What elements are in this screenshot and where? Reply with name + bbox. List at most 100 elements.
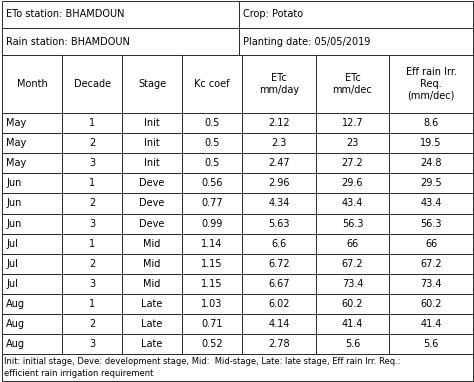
Text: 6.67: 6.67 xyxy=(268,279,290,289)
Text: Kc coef: Kc coef xyxy=(194,79,230,89)
Text: 6.02: 6.02 xyxy=(268,299,290,309)
Text: 2: 2 xyxy=(89,319,95,329)
Text: Jun: Jun xyxy=(6,178,21,188)
Text: 0.77: 0.77 xyxy=(201,199,223,209)
Text: 41.4: 41.4 xyxy=(420,319,442,329)
Text: Jun: Jun xyxy=(6,219,21,228)
Bar xyxy=(182,214,242,234)
Text: ETc
mm/day: ETc mm/day xyxy=(259,73,299,95)
Text: 2: 2 xyxy=(89,199,95,209)
Text: Late: Late xyxy=(141,299,163,309)
Bar xyxy=(122,113,182,133)
Bar xyxy=(182,173,242,193)
Text: 2: 2 xyxy=(89,138,95,148)
Bar xyxy=(62,314,122,334)
Text: Late: Late xyxy=(141,319,163,329)
Text: efficient rain irrigation requirement: efficient rain irrigation requirement xyxy=(4,369,154,378)
Bar xyxy=(62,234,122,254)
Bar xyxy=(389,314,473,334)
Bar xyxy=(182,254,242,274)
Text: 19.5: 19.5 xyxy=(420,138,442,148)
Text: Init: Init xyxy=(144,138,160,148)
Bar xyxy=(389,254,473,274)
Bar xyxy=(2,28,239,55)
Bar xyxy=(122,314,182,334)
Text: ETo station: BHAMDOUN: ETo station: BHAMDOUN xyxy=(6,10,125,19)
Bar xyxy=(182,153,242,173)
Bar xyxy=(2,294,62,314)
Bar xyxy=(2,153,62,173)
Text: 66: 66 xyxy=(425,239,438,249)
Text: 43.4: 43.4 xyxy=(420,199,442,209)
Bar xyxy=(2,254,62,274)
Text: 1.15: 1.15 xyxy=(201,279,223,289)
Text: Late: Late xyxy=(141,339,163,350)
Text: 1: 1 xyxy=(89,299,95,309)
Text: Init: initial stage, Deve: development stage, Mid:  Mid-stage, Late: late stage,: Init: initial stage, Deve: development s… xyxy=(4,358,401,366)
Bar xyxy=(2,314,62,334)
Bar xyxy=(182,55,242,113)
Text: 4.34: 4.34 xyxy=(268,199,290,209)
Bar xyxy=(2,55,62,113)
Bar xyxy=(239,1,473,28)
Bar xyxy=(62,55,122,113)
Text: Eff rain Irr.
Req.
(mm/dec): Eff rain Irr. Req. (mm/dec) xyxy=(406,68,456,100)
Bar xyxy=(62,294,122,314)
Bar xyxy=(389,173,473,193)
Text: ETc
mm/dec: ETc mm/dec xyxy=(333,73,373,95)
Text: 3: 3 xyxy=(89,158,95,168)
Text: 60.2: 60.2 xyxy=(420,299,442,309)
Bar xyxy=(2,214,62,234)
Text: 43.4: 43.4 xyxy=(342,199,363,209)
Bar xyxy=(239,28,473,55)
Text: 1: 1 xyxy=(89,178,95,188)
Bar xyxy=(2,193,62,214)
Bar xyxy=(389,214,473,234)
Bar xyxy=(182,314,242,334)
Text: 2: 2 xyxy=(89,259,95,269)
Text: 2.96: 2.96 xyxy=(268,178,290,188)
Bar xyxy=(316,113,389,133)
Bar xyxy=(122,133,182,153)
Bar xyxy=(242,55,316,113)
Bar xyxy=(242,294,316,314)
Text: Mid: Mid xyxy=(144,279,161,289)
Text: 5.6: 5.6 xyxy=(345,339,360,350)
Bar xyxy=(62,133,122,153)
Text: Deve: Deve xyxy=(139,178,165,188)
Bar xyxy=(2,133,62,153)
Text: 56.3: 56.3 xyxy=(342,219,363,228)
Text: Init: Init xyxy=(144,158,160,168)
Bar xyxy=(62,153,122,173)
Bar xyxy=(62,214,122,234)
Bar xyxy=(389,274,473,294)
Bar xyxy=(122,214,182,234)
Text: 0.5: 0.5 xyxy=(204,138,220,148)
Text: Aug: Aug xyxy=(6,319,25,329)
Text: 0.56: 0.56 xyxy=(201,178,223,188)
Bar xyxy=(242,274,316,294)
Text: 67.2: 67.2 xyxy=(342,259,363,269)
Text: 5.63: 5.63 xyxy=(268,219,290,228)
Text: May: May xyxy=(6,118,27,128)
Bar xyxy=(316,294,389,314)
Text: Mid: Mid xyxy=(144,259,161,269)
Bar xyxy=(62,173,122,193)
Text: 67.2: 67.2 xyxy=(420,259,442,269)
Text: Jul: Jul xyxy=(6,259,18,269)
Text: 29.6: 29.6 xyxy=(342,178,363,188)
Text: 1.15: 1.15 xyxy=(201,259,223,269)
Bar xyxy=(62,274,122,294)
Bar xyxy=(122,294,182,314)
Text: Deve: Deve xyxy=(139,199,165,209)
Text: May: May xyxy=(6,138,27,148)
Bar xyxy=(316,334,389,354)
Bar xyxy=(2,334,62,354)
Bar xyxy=(389,153,473,173)
Text: 0.5: 0.5 xyxy=(204,158,220,168)
Bar xyxy=(122,153,182,173)
Text: 2.12: 2.12 xyxy=(268,118,290,128)
Bar xyxy=(122,274,182,294)
Bar xyxy=(2,1,239,28)
Bar xyxy=(182,334,242,354)
